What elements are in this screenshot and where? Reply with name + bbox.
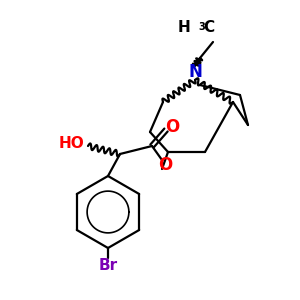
Text: H: H — [177, 20, 190, 35]
Text: C: C — [203, 20, 214, 35]
Text: HO: HO — [58, 136, 84, 152]
Text: 3: 3 — [198, 22, 205, 32]
Text: Br: Br — [98, 259, 118, 274]
Text: O: O — [158, 156, 172, 174]
Text: N: N — [188, 63, 202, 81]
Text: O: O — [165, 118, 179, 136]
